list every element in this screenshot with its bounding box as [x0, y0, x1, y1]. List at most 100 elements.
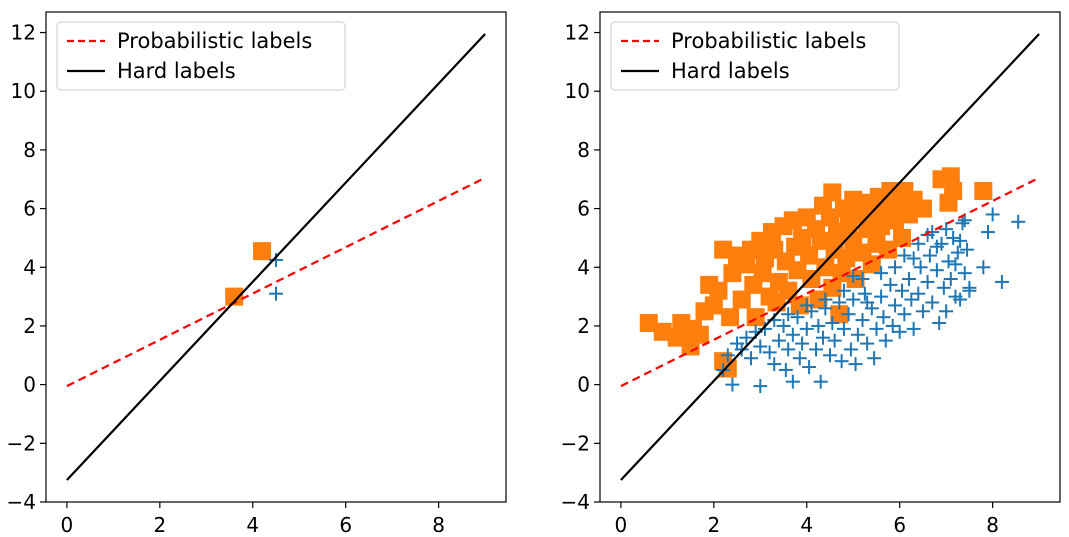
square-point	[783, 211, 802, 230]
plus-point	[885, 318, 900, 333]
plus-point	[939, 222, 954, 237]
x-tick-label: 0	[615, 513, 628, 537]
plus-point	[834, 354, 849, 369]
plus-point	[913, 260, 928, 275]
plus-point	[843, 342, 858, 357]
plus-point	[962, 280, 977, 295]
hard-labels-line	[620, 33, 1040, 481]
square-point	[709, 281, 728, 300]
plus-point	[811, 318, 826, 333]
plus-point	[841, 307, 856, 322]
square-point	[746, 308, 765, 327]
plus-point	[867, 351, 882, 366]
plus-point	[813, 374, 828, 389]
plus-point	[869, 321, 884, 336]
plus-point	[823, 348, 837, 363]
plus-point	[846, 292, 861, 307]
legend-box	[56, 21, 346, 91]
square-point	[872, 217, 891, 236]
square-point	[816, 258, 835, 277]
x-tick-label: 4	[800, 513, 813, 537]
square-point	[714, 240, 733, 259]
plus-point	[955, 216, 970, 231]
square-point	[800, 246, 819, 265]
square-point	[737, 255, 756, 274]
plus-point	[943, 272, 958, 287]
plus-point	[876, 310, 891, 325]
x-tick-label: 2	[707, 513, 720, 537]
legend-box	[610, 21, 900, 91]
y-tick-label: −4	[561, 490, 590, 514]
y-tick-label: 10	[11, 79, 36, 103]
plus-point	[744, 351, 759, 366]
plus-point	[739, 330, 754, 345]
square-point	[830, 305, 849, 324]
plus-point	[825, 316, 840, 331]
plus-point	[785, 327, 800, 342]
left-scatter-panel: 0 2 4 6 8 −4 −2 0 2 4 6 8 10 12 Probabilistic labels Ha…	[7, 11, 507, 537]
y-tick-label: 8	[577, 138, 590, 162]
plus-point	[906, 251, 921, 266]
plus-point	[1011, 214, 1026, 229]
plot-content	[620, 33, 1040, 481]
plus-point	[809, 342, 824, 357]
square-point	[886, 211, 905, 230]
square-point	[862, 255, 881, 274]
plus-point	[922, 248, 937, 263]
square-point	[899, 205, 918, 224]
y-tick-label: 12	[11, 21, 36, 45]
plus-point	[269, 252, 283, 267]
plus-point	[929, 239, 944, 254]
plus-point	[953, 233, 968, 248]
square-point	[723, 264, 742, 283]
plus-point	[892, 324, 907, 339]
plus-point	[925, 225, 940, 240]
plus-point	[734, 342, 749, 357]
square-point	[823, 278, 842, 297]
y-tick-label: −4	[7, 490, 36, 514]
square-point	[721, 308, 740, 327]
y-tick-label: 4	[23, 255, 36, 279]
plus-point	[781, 307, 796, 322]
square-point	[225, 287, 244, 306]
plus-point	[948, 257, 963, 272]
right-scatter-panel: 0 2 4 6 8 −4 −2 0 2 4 6 8 10 12 Probabilistic labels Ha…	[561, 11, 1061, 537]
plus-point	[816, 330, 831, 345]
square-point	[639, 314, 658, 333]
plus-point	[994, 274, 1009, 289]
hard-labels-line	[66, 33, 486, 481]
plus-point	[897, 248, 912, 263]
legend-hard-label: Hard labels	[671, 59, 790, 83]
square-point	[811, 231, 830, 250]
plus-point	[915, 304, 930, 319]
square-point	[821, 208, 839, 227]
plus-point	[855, 313, 870, 328]
plus-point	[855, 272, 870, 287]
plus-point	[836, 321, 851, 336]
y-tick-label: 4	[577, 255, 590, 279]
plus-point	[753, 379, 768, 394]
y-tick-label: −2	[7, 431, 36, 455]
plus-point	[771, 333, 786, 348]
plus-point	[946, 230, 961, 245]
plus-point	[925, 295, 940, 310]
square-point	[893, 228, 912, 247]
plus-point	[762, 345, 777, 360]
plus-point	[883, 277, 898, 292]
y-tick-label: 2	[23, 314, 36, 338]
square-point	[823, 183, 842, 202]
square-point	[941, 167, 960, 186]
square-point	[788, 261, 807, 280]
plus-point	[818, 292, 833, 307]
legend: Probabilistic labels Hard labels	[610, 21, 900, 91]
plus-point	[939, 304, 954, 319]
plus-point	[911, 286, 926, 301]
square-point	[704, 296, 723, 315]
square-point	[667, 328, 686, 347]
plus-point	[936, 280, 951, 295]
plus-point	[753, 339, 768, 354]
y-tick-label: 10	[565, 79, 590, 103]
square-point	[732, 290, 751, 309]
y-tick-label: 6	[23, 197, 36, 221]
